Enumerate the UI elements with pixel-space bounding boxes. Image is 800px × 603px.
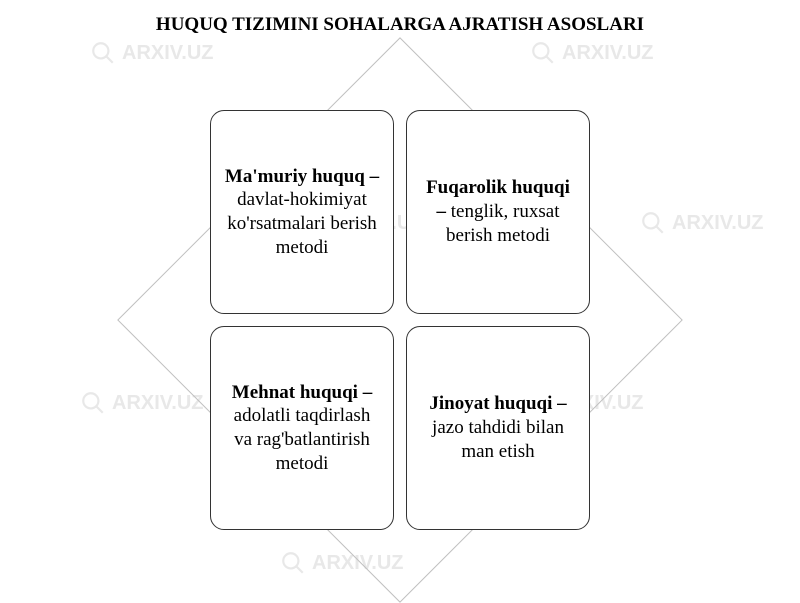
watermark-text: ARXIV.UZ bbox=[672, 212, 764, 235]
card-mamuriy: Ma'muriy huquq – davlat-hokimiyat ko'rsa… bbox=[210, 110, 394, 314]
card-text: davlat-hokimiyat ko'rsatmalari berish me… bbox=[227, 189, 377, 258]
card-jinoyat: Jinoyat huquqi – jazo tahdidi bilan man … bbox=[406, 326, 590, 530]
card-fuqarolik: Fuqarolik huquqi – tenglik, ruxsat beris… bbox=[406, 110, 590, 314]
card-text: adolatli taqdirlash va rag'batlantirish … bbox=[234, 405, 371, 474]
card-text: jazo tahdidi bilan man etish bbox=[432, 417, 564, 462]
card-grid: Ma'muriy huquq – davlat-hokimiyat ko'rsa… bbox=[210, 110, 590, 530]
magnifier-icon bbox=[90, 40, 116, 66]
card-bold: Jinoyat huquqi – bbox=[429, 393, 566, 414]
magnifier-icon bbox=[80, 390, 106, 416]
card-text: tenglik, ruxsat berish metodi bbox=[446, 201, 559, 246]
page-title: HUQUQ TIZIMINI SOHALARGA AJRATISH ASOSLA… bbox=[0, 0, 800, 36]
card-bold: Ma'muriy huquq – bbox=[225, 166, 379, 187]
diagram-container: Ma'muriy huquq – davlat-hokimiyat ko'rsa… bbox=[140, 60, 660, 580]
card-mehnat: Mehnat huquqi – adolatli taqdirlash va r… bbox=[210, 326, 394, 530]
card-bold: Mehnat huquqi – bbox=[232, 382, 372, 403]
